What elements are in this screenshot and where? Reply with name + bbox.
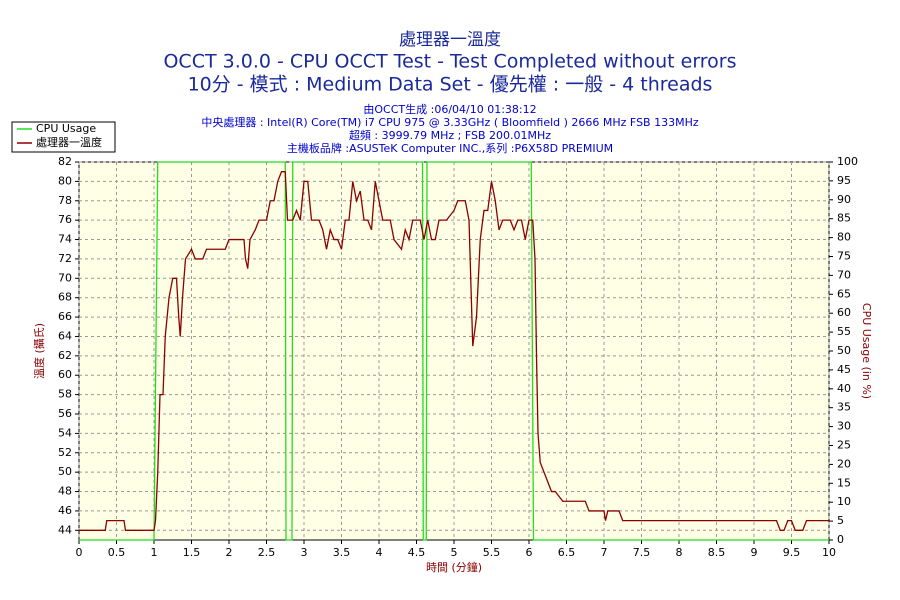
y-tick-label: 56: [58, 407, 72, 420]
y-tick-label: 66: [58, 310, 72, 323]
y2-tick-label: 60: [837, 306, 851, 319]
x-tick-label: 8.5: [708, 546, 726, 559]
y-tick-label: 70: [58, 271, 72, 284]
y-tick-label: 60: [58, 368, 72, 381]
y-tick-label: 82: [58, 155, 72, 168]
y-axis-label: 溫度 (攝氏): [32, 323, 46, 379]
y2-tick-label: 90: [837, 193, 851, 206]
y2-tick-label: 30: [837, 420, 851, 433]
x-tick-label: 0: [76, 546, 83, 559]
y-tick-label: 74: [58, 233, 72, 246]
info-line: 主機板品牌 :ASUSTeK Computer INC.,系列 :P6X58D …: [287, 141, 613, 155]
y2-tick-label: 5: [837, 514, 844, 527]
series-line: [79, 161, 829, 541]
y2-tick-label: 100: [837, 155, 858, 168]
x-axis-label: 時間 (分鐘): [426, 560, 482, 574]
y2-tick-label: 80: [837, 231, 851, 244]
y2-tick-label: 75: [837, 250, 851, 263]
y-tick-label: 68: [58, 291, 72, 304]
x-tick-label: 7: [601, 546, 608, 559]
x-tick-label: 5.5: [483, 546, 501, 559]
chart-title: 處理器一溫度: [399, 30, 501, 50]
y2-tick-label: 0: [837, 533, 844, 546]
x-tick-label: 2: [226, 546, 233, 559]
chart-subtitle: 10分 - 模式 : Medium Data Set - 優先權 : 一般 - …: [188, 74, 713, 96]
x-tick-label: 4: [376, 546, 383, 559]
info-line: 由OCCT生成 :06/04/10 01:38:12: [363, 102, 536, 116]
y2-tick-label: 65: [837, 287, 851, 300]
x-tick-label: 0.5: [108, 546, 126, 559]
x-tick-label: 9: [751, 546, 758, 559]
legend-label: CPU Usage: [36, 122, 96, 135]
y-tick-label: 48: [58, 485, 72, 498]
info-line: 中央處理器 : Intel(R) Core(TM) i7 CPU 975 @ 3…: [201, 115, 699, 129]
y2-tick-label: 35: [837, 401, 851, 414]
y2-tick-label: 10: [837, 495, 851, 508]
y-tick-label: 52: [58, 446, 72, 459]
y-tick-label: 62: [58, 349, 72, 362]
legend-label: 處理器一溫度: [36, 135, 102, 149]
y-tick-label: 78: [58, 194, 72, 207]
chart-subtitle: OCCT 3.0.0 - CPU OCCT Test - Test Comple…: [163, 51, 736, 73]
x-tick-label: 1.5: [183, 546, 201, 559]
y-tick-label: 46: [58, 504, 72, 517]
y-tick-label: 80: [58, 174, 72, 187]
series-line: [79, 171, 829, 531]
y2-tick-label: 20: [837, 457, 851, 470]
x-tick-label: 10: [822, 546, 836, 559]
y-tick-label: 76: [58, 213, 72, 226]
y2-tick-label: 50: [837, 344, 851, 357]
y-tick-label: 64: [58, 329, 72, 342]
y-tick-label: 54: [58, 426, 72, 439]
x-tick-label: 7.5: [633, 546, 651, 559]
y2-tick-label: 45: [837, 363, 851, 376]
y-tick-label: 58: [58, 388, 72, 401]
y-tick-label: 50: [58, 465, 72, 478]
y2-tick-label: 15: [837, 476, 851, 489]
x-tick-label: 6.5: [558, 546, 576, 559]
y2-tick-label: 95: [837, 174, 851, 187]
y2-axis-label: CPU Usage (in %): [860, 303, 873, 399]
x-tick-label: 8: [676, 546, 683, 559]
y-tick-label: 44: [58, 523, 72, 536]
y2-tick-label: 85: [837, 212, 851, 225]
x-tick-label: 9.5: [783, 546, 801, 559]
x-tick-label: 3.5: [333, 546, 351, 559]
x-tick-label: 2.5: [258, 546, 276, 559]
info-line: 超頻 : 3999.79 MHz ; FSB 200.01MHz: [349, 128, 551, 142]
x-tick-label: 3: [301, 546, 308, 559]
y-tick-label: 72: [58, 252, 72, 265]
x-tick-label: 5: [451, 546, 458, 559]
y2-tick-label: 40: [837, 382, 851, 395]
x-tick-label: 6: [526, 546, 533, 559]
y2-tick-label: 70: [837, 268, 851, 281]
legend-box: [11, 121, 116, 153]
y2-tick-label: 55: [837, 325, 851, 338]
x-tick-label: 1: [151, 546, 158, 559]
x-tick-label: 4.5: [408, 546, 426, 559]
y2-tick-label: 25: [837, 439, 851, 452]
